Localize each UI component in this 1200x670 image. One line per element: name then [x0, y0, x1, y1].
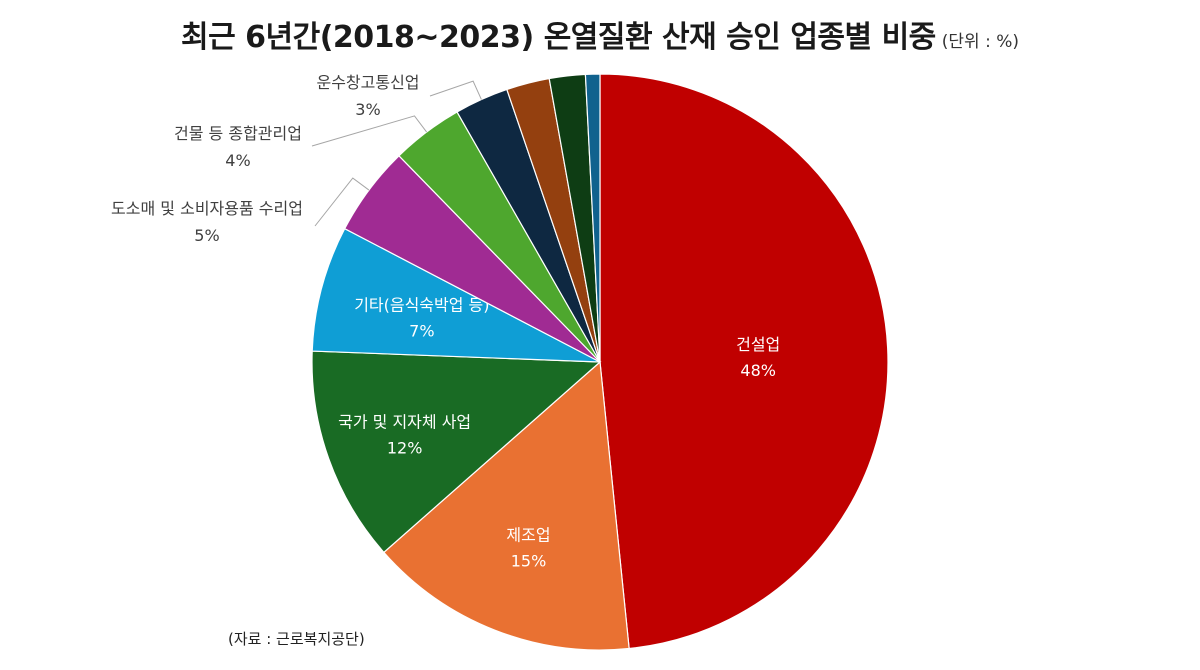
chart-title: 최근 6년간(2018~2023) 온열질환 산재 승인 업종별 비중 (단위 :…: [0, 12, 1200, 56]
slice-label: 건물 등 종합관리업: [174, 124, 302, 143]
leader-line: [311, 115, 428, 147]
slice-value-label: 15%: [511, 551, 547, 570]
slice-label: 제조업: [506, 525, 550, 544]
slice-value-label: 4%: [225, 151, 250, 170]
chart-title-text: 최근 6년간(2018~2023) 온열질환 산재 승인 업종별 비중: [180, 20, 936, 55]
pie-slice: [311, 227, 601, 363]
slice-value-label: 48%: [740, 361, 776, 380]
unit-note: (단위 : %): [941, 32, 1020, 52]
slice-value-label: 12%: [387, 439, 423, 458]
leader-line: [314, 177, 370, 227]
pie-slice: [383, 360, 630, 651]
slice-label: 국가 및 지자체 사업: [338, 413, 471, 432]
slice-value-label: 5%: [194, 226, 219, 245]
leader-line: [429, 80, 482, 100]
slice-label: 운수창고통신업: [316, 73, 419, 92]
slice-label: 건설업: [736, 335, 780, 354]
slice-label: 도소매 및 소비자용품 수리업: [111, 199, 303, 218]
slice-value-label: 3%: [355, 100, 380, 119]
slice-value-label: 7%: [409, 322, 434, 341]
pie-slice: [311, 350, 602, 554]
pie-slice: [599, 73, 889, 650]
pie-slice: [584, 73, 601, 363]
slice-label: 기타(음식숙박업 등): [354, 296, 489, 315]
source-note: (자료 : 근로복지공단): [228, 630, 365, 648]
